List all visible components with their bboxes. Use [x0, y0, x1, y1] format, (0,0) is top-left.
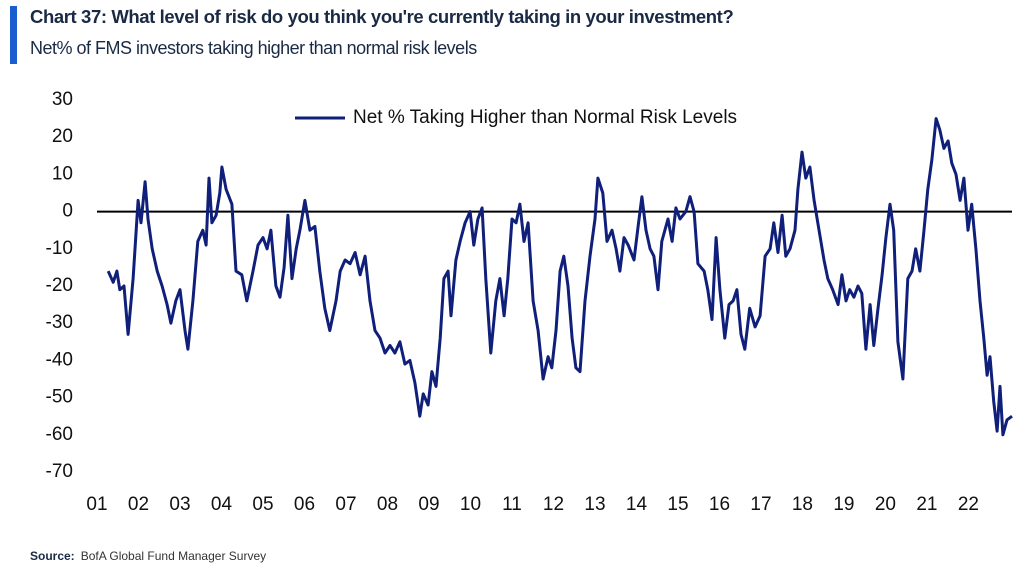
y-tick-label: 20: [52, 126, 73, 147]
y-tick-label: -50: [46, 387, 73, 408]
y-tick-label: 0: [62, 201, 73, 222]
y-tick-label: -60: [46, 424, 73, 445]
y-tick-label: -20: [46, 275, 73, 296]
x-tick-label: 06: [294, 494, 315, 515]
source-text: BofA Global Fund Manager Survey: [80, 549, 267, 563]
x-tick-label: 09: [418, 494, 439, 515]
y-tick-label: 30: [52, 89, 73, 110]
x-tick-label: 07: [335, 494, 356, 515]
x-tick-label: 12: [543, 494, 564, 515]
legend-label: Net % Taking Higher than Normal Risk Lev…: [353, 107, 737, 128]
x-tick-label: 17: [750, 494, 771, 515]
x-tick-label: 18: [792, 494, 813, 515]
y-tick-label: -30: [46, 312, 73, 333]
x-tick-label: 05: [252, 494, 273, 515]
source-note: Source: BofA Global Fund Manager Survey: [30, 549, 266, 563]
x-tick-label: 13: [584, 494, 605, 515]
y-tick-label: -70: [46, 461, 73, 482]
x-tick-label: 11: [502, 494, 522, 515]
x-tick-label: 01: [86, 494, 107, 515]
x-tick-label: 16: [709, 494, 730, 515]
y-tick-label: -10: [46, 238, 73, 259]
x-tick-label: 08: [377, 494, 398, 515]
x-tick-label: 04: [211, 494, 233, 515]
source-label: Source:: [30, 549, 75, 563]
x-tick-label: 02: [128, 494, 149, 515]
x-tick-label: 19: [833, 494, 854, 515]
y-tick-label: -40: [46, 349, 73, 370]
y-tick-label: 10: [52, 163, 73, 184]
data-line: [106, 117, 1013, 437]
x-tick-label: 10: [460, 494, 481, 515]
x-tick-label: 14: [626, 494, 648, 515]
x-tick-label: 15: [667, 494, 688, 515]
x-tick-label: 21: [916, 494, 937, 515]
chart-title: Chart 37: What level of risk do you thin…: [30, 6, 734, 27]
x-tick-label: 20: [875, 494, 896, 515]
x-tick-label: 22: [958, 494, 979, 515]
chart-subtitle: Net% of FMS investors taking higher than…: [30, 38, 477, 58]
x-tick-label: 03: [169, 494, 190, 515]
title-accent: [10, 6, 17, 64]
